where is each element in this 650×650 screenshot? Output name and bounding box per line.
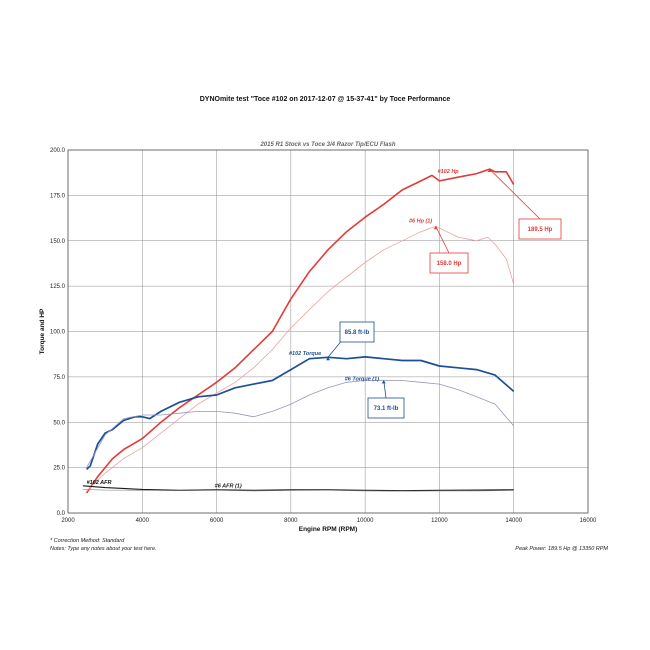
callout-arrowhead	[487, 169, 492, 173]
y-tick-label: 50.0	[53, 420, 65, 426]
x-tick-label: 2000	[61, 518, 75, 524]
y-tick-label: 200.0	[50, 148, 66, 154]
callout-peak_hp6_box: 158.0 Hp	[437, 261, 462, 267]
x-tick-label: 4000	[136, 518, 150, 524]
series-line-afr102	[82, 485, 514, 492]
x-tick-label: 14000	[505, 518, 522, 524]
y-tick-label: 125.0	[50, 284, 66, 290]
callout-peak_tq6_box: 73.1 ft-lb	[374, 406, 399, 412]
callout-arrowhead	[433, 226, 438, 230]
peak-power-text: Peak Power: 189.5 Hp @ 13350 RPM	[515, 546, 608, 552]
x-axis-label: Engine RPM (RPM)	[299, 526, 358, 533]
callout-box	[429, 252, 469, 274]
callout-box	[518, 218, 562, 240]
chart-title: 2015 R1 Stock vs Toce 3/4 Razor Tip/ECU …	[259, 142, 395, 148]
chart-grid	[67, 149, 589, 514]
x-tick-label: 16000	[580, 518, 597, 524]
annotation-afr102_label: #102 AFR	[87, 480, 112, 486]
y-tick-label: 100.0	[50, 330, 66, 336]
report-title: DYNOmite test "Toce #102 on 2017-12-07 @…	[199, 96, 451, 103]
series-line-hp102	[85, 168, 515, 494]
x-tick-label: 10000	[357, 518, 374, 524]
y-axis-label: Torque and HP	[39, 308, 46, 354]
callout-leader	[435, 226, 450, 254]
annotation-hp102_label: #102 Hp	[438, 169, 460, 175]
x-tick-label: 6000	[210, 518, 224, 524]
callout-leader	[489, 168, 541, 220]
callout-peak_tq_box: 85.8 ft-lb	[345, 330, 370, 336]
y-tick-label: 0.0	[57, 511, 66, 517]
y-tick-label: 75.0	[53, 375, 65, 381]
annotation-tq102_label: #102 Torque	[289, 351, 321, 357]
series-line-tq102	[86, 356, 515, 471]
plot-frame	[67, 149, 589, 514]
series-line-afr6	[82, 489, 514, 492]
series-line-tq6	[86, 379, 515, 468]
callout-arrowhead	[326, 357, 330, 361]
x-tick-label: 8000	[284, 518, 298, 524]
callout-peak_hp_box: 189.5 Hp	[528, 227, 553, 233]
annotation-tq6_label: #6 Torque (1)	[345, 377, 379, 383]
y-tick-label: 150.0	[50, 239, 66, 245]
x-tick-label: 12000	[431, 518, 448, 524]
callout-box	[367, 397, 405, 419]
notes-text: Notes: Type any notes about your test he…	[50, 546, 157, 552]
callout-arrowhead	[381, 380, 386, 384]
chart-annotations: #102 Hp #6 Hp (1) #102 Torque #6 Torque (1)…	[87, 168, 562, 490]
chart-series	[82, 168, 515, 494]
y-tick-label: 25.0	[53, 466, 65, 472]
annotation-afr6_label: #6 AFR (1)	[215, 484, 242, 490]
correction-note: * Correction Method: Standard	[50, 538, 125, 544]
chart-ticks: 2000 4000 6000 8000 10000 12000 14000 16000 0.0 2…	[50, 148, 597, 524]
annotation-hp6_label: #6 Hp (1)	[409, 219, 432, 225]
series-line-hp6	[86, 225, 515, 492]
y-tick-label: 175.0	[50, 193, 66, 199]
callout-box	[339, 321, 375, 343]
